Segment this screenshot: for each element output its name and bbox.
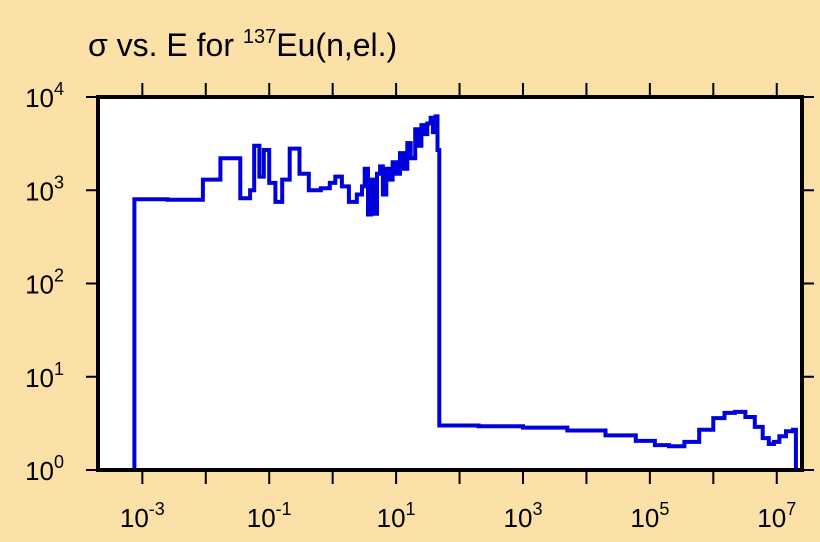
y-tick-label-exponent: 1 [54,359,64,379]
x-tick-label-exponent: -1 [276,499,292,519]
chart-title: σ vs. E for 137Eu(n,el.) [88,26,397,63]
plot-area [98,97,802,470]
y-tick-label-exponent: 2 [54,266,64,286]
x-tick-label: 101 [377,499,416,533]
y-tick-label-base: 10 [25,270,54,300]
y-tick-label-exponent: 0 [54,452,64,472]
x-tick-label: 107 [757,499,796,533]
axis-ticks [86,83,814,484]
x-tick-label-base: 10 [247,503,276,533]
y-tick-label-base: 10 [25,83,54,113]
series-line [132,114,798,470]
x-tick-label-base: 10 [757,503,786,533]
chart-title-prefix: σ vs. E for [88,27,243,63]
y-tick-label-exponent: 3 [54,172,64,192]
x-tick-label-base: 10 [120,503,149,533]
x-tick-label: 105 [630,499,669,533]
x-axis-tick-labels: 10-3 10-1 101 103 105 107 [120,499,796,533]
x-tick-label: 10-3 [120,499,165,533]
y-tick-label: 100 [25,452,64,486]
x-tick-label-exponent: -3 [149,499,165,519]
chart-title-superscript: 137 [243,26,276,48]
x-tick-label-base: 10 [377,503,406,533]
x-tick-label: 103 [504,499,543,533]
y-tick-label: 103 [25,172,64,206]
y-tick-label: 101 [25,359,64,393]
y-tick-label: 102 [25,266,64,300]
x-tick-label: 10-1 [247,499,292,533]
y-tick-label-base: 10 [25,176,54,206]
series-layer [132,114,798,470]
y-tick-label-exponent: 4 [54,79,64,99]
x-tick-label-base: 10 [504,503,533,533]
y-tick-label-base: 10 [25,363,54,393]
x-tick-label-exponent: 5 [659,499,669,519]
chart-title-suffix: Eu(n,el.) [276,27,397,63]
y-tick-label: 104 [25,79,64,113]
x-tick-label-exponent: 3 [532,499,542,519]
x-tick-label-base: 10 [630,503,659,533]
x-tick-label-exponent: 1 [406,499,416,519]
x-tick-label-exponent: 7 [786,499,796,519]
plot-frame [96,95,804,472]
y-tick-label-base: 10 [25,456,54,486]
